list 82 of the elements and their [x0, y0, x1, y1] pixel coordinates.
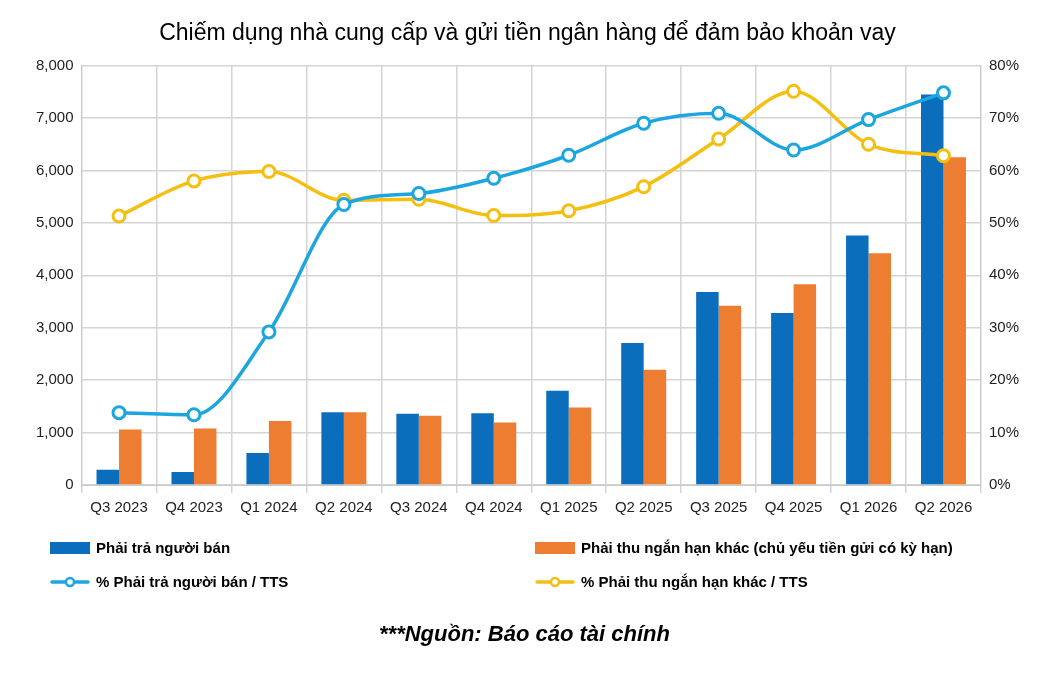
bar [96, 469, 120, 485]
y2-tick-label: 80% [988, 55, 1020, 73]
y2-tick-label: 40% [988, 265, 1020, 283]
y-tick-label: 1,000 [35, 422, 74, 440]
point [261, 324, 277, 340]
x-tick-label: Q4 2023 [165, 498, 223, 516]
bar [493, 422, 517, 485]
bar [921, 94, 944, 485]
point [786, 83, 802, 99]
bar [321, 412, 344, 485]
point [261, 164, 277, 179]
x-tick-label: Q3 2024 [390, 498, 448, 516]
point [111, 208, 127, 224]
bar [621, 342, 644, 485]
y2-tick-label: 70% [988, 108, 1020, 126]
point [936, 148, 951, 164]
point [636, 115, 652, 131]
x-tick-label: Q3 2023 [90, 498, 148, 516]
point [936, 85, 951, 101]
point [186, 173, 202, 189]
y-tick-label: 6,000 [35, 160, 74, 178]
bar [171, 471, 194, 485]
point [186, 407, 202, 423]
point [711, 131, 727, 147]
bar [696, 292, 719, 485]
y2-tick-label: 50% [988, 213, 1020, 231]
y-tick-label: 2,000 [35, 370, 74, 388]
bar [793, 284, 817, 485]
x-tick-label: Q1 2025 [539, 498, 598, 516]
bar [546, 390, 569, 485]
y-tick-label: 0 [65, 475, 74, 493]
chart-title: Chiếm dụng nhà cung cấp và gửi tiền ngân hàng để đảm bảo khoản vay [159, 19, 897, 46]
point [861, 136, 877, 152]
y2-tick-label: 30% [988, 317, 1020, 335]
y2-tick-label: 10% [988, 422, 1020, 440]
x-tick-label: Q3 2025 [689, 498, 748, 516]
bar [396, 413, 419, 485]
point [561, 147, 577, 163]
bar [119, 429, 142, 485]
x-tick-label: Q4 2025 [764, 498, 823, 516]
legend-label: % Phải thu ngắn hạn khác / TTS [581, 573, 808, 591]
x-tick-label: Q2 2026 [914, 498, 973, 516]
y2-tick-label: 20% [988, 370, 1020, 388]
y-tick-label: 8,000 [35, 55, 74, 73]
legend-label: % Phải trả người bán / TTS [96, 573, 289, 591]
point [861, 112, 877, 128]
x-tick-label: Q4 2024 [465, 498, 523, 516]
x-tick-label: Q2 2024 [315, 498, 373, 516]
bar [418, 415, 442, 485]
bar [943, 157, 966, 485]
y2-tick-label: 0% [988, 475, 1011, 493]
bar [268, 421, 292, 485]
bar [568, 407, 592, 485]
point [636, 179, 652, 195]
point [711, 105, 727, 121]
y-tick-label: 5,000 [35, 213, 74, 231]
point [486, 208, 502, 224]
point [336, 197, 352, 213]
y2-tick-label: 60% [988, 160, 1020, 178]
bar [718, 305, 742, 485]
point [111, 405, 127, 421]
point [561, 203, 577, 219]
bar [343, 412, 367, 485]
legend-label: Phải thu ngắn hạn khác (chủ yếu tiền gửi có kỳ hạn) [581, 539, 953, 557]
y-tick-label: 3,000 [35, 317, 74, 335]
legend-label: Phải trả người bán [96, 539, 231, 557]
y-tick-label: 7,000 [35, 108, 74, 126]
bar [846, 235, 869, 485]
bar [868, 253, 892, 485]
x-tick-label: Q1 2026 [839, 498, 898, 516]
bar [643, 369, 667, 485]
bar [246, 453, 269, 485]
point [486, 170, 502, 186]
point [786, 142, 802, 158]
bar [771, 313, 794, 485]
x-tick-label: Q2 2025 [614, 498, 673, 516]
x-tick-label: Q1 2024 [240, 498, 298, 516]
bar [471, 413, 494, 485]
y-tick-label: 4,000 [35, 265, 74, 283]
text: ***Nguồn: Báo cáo tài chính [379, 621, 670, 647]
point [411, 186, 427, 202]
bar [193, 428, 217, 485]
